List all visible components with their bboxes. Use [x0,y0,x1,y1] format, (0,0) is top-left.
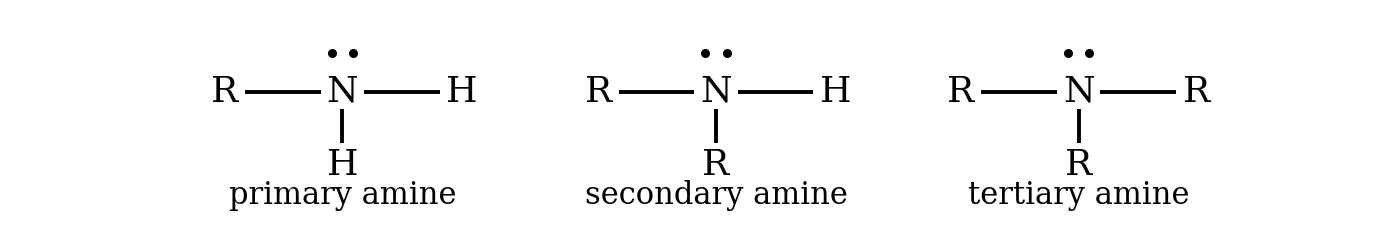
Text: R: R [703,148,729,182]
Text: N: N [1063,74,1094,108]
Text: N: N [327,74,358,108]
Text: R: R [211,74,239,108]
Text: tertiary amine: tertiary amine [968,180,1189,211]
Text: secondary amine: secondary amine [584,180,848,211]
Text: R: R [947,74,975,108]
Text: H: H [447,74,478,108]
Text: R: R [1065,148,1092,182]
Text: R: R [585,74,612,108]
Text: primary amine: primary amine [229,180,457,211]
Text: N: N [700,74,732,108]
Text: R: R [1183,74,1210,108]
Text: H: H [327,148,358,182]
Text: H: H [820,74,851,108]
